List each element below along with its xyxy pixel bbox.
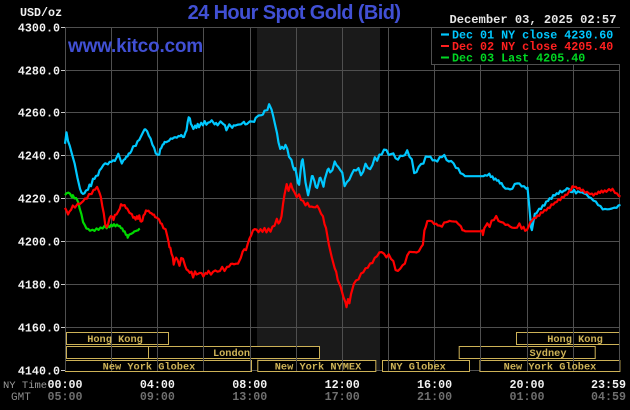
svg-text:4180.0: 4180.0 — [18, 279, 60, 293]
svg-text:21:00: 21:00 — [417, 390, 452, 404]
svg-text:4160.0: 4160.0 — [18, 322, 60, 336]
svg-text:4140.0: 4140.0 — [18, 365, 60, 379]
svg-text:Hong Kong: Hong Kong — [547, 334, 603, 346]
svg-text:Dec 03 Last 4205.40: Dec 03 Last 4205.40 — [452, 52, 585, 66]
svg-text:4200.0: 4200.0 — [18, 236, 60, 250]
svg-text:December 03, 2025 02:57: December 03, 2025 02:57 — [450, 13, 617, 27]
svg-text:4260.0: 4260.0 — [18, 107, 60, 121]
svg-text:USD/oz: USD/oz — [20, 6, 62, 20]
svg-text:12:00: 12:00 — [325, 378, 360, 392]
svg-text:17:00: 17:00 — [325, 390, 360, 404]
svg-text:4240.0: 4240.0 — [18, 150, 60, 164]
svg-text:00:00: 00:00 — [47, 378, 82, 392]
svg-text:16:00: 16:00 — [417, 378, 452, 392]
svg-text:23:59: 23:59 — [591, 378, 626, 392]
svg-text:NY Time: NY Time — [3, 380, 47, 392]
svg-text:GMT: GMT — [11, 392, 31, 404]
svg-text:4280.0: 4280.0 — [18, 65, 60, 79]
svg-text:Sydney: Sydney — [529, 348, 566, 360]
svg-text:NY Globex: NY Globex — [390, 362, 446, 374]
svg-text:20:00: 20:00 — [509, 378, 544, 392]
svg-text:New York NYMEX: New York NYMEX — [275, 362, 362, 374]
svg-text:01:00: 01:00 — [509, 390, 544, 404]
svg-text:13:00: 13:00 — [232, 390, 267, 404]
svg-text:Dec 01 NY close 4230.60: Dec 01 NY close 4230.60 — [452, 29, 613, 43]
svg-text:Dec 02 NY close 4205.40: Dec 02 NY close 4205.40 — [452, 40, 613, 54]
svg-text:London: London — [213, 348, 250, 360]
svg-text:New York Globex: New York Globex — [103, 362, 196, 374]
svg-text:4300.0: 4300.0 — [18, 22, 60, 36]
svg-text:Hong Kong: Hong Kong — [87, 334, 143, 346]
svg-text:05:00: 05:00 — [47, 390, 82, 404]
svg-text:08:00: 08:00 — [232, 378, 267, 392]
svg-text:New York Globex: New York Globex — [504, 362, 597, 374]
svg-text:04:59: 04:59 — [591, 390, 626, 404]
svg-text:09:00: 09:00 — [140, 390, 175, 404]
svg-text:04:00: 04:00 — [140, 378, 175, 392]
svg-text:4220.0: 4220.0 — [18, 193, 60, 207]
